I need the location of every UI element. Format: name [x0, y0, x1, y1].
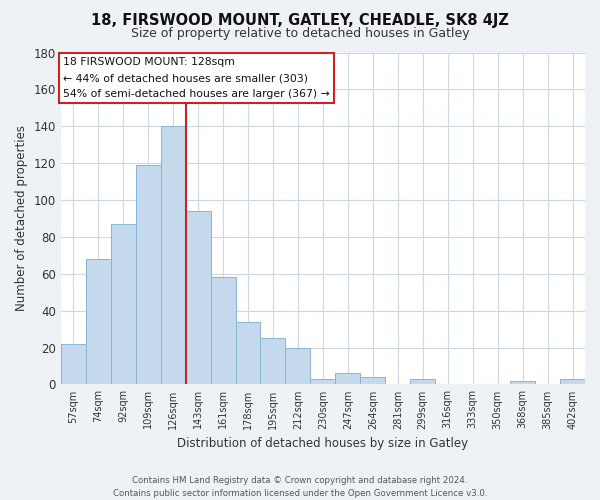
Text: Contains HM Land Registry data © Crown copyright and database right 2024.
Contai: Contains HM Land Registry data © Crown c… — [113, 476, 487, 498]
Bar — [161, 126, 185, 384]
Bar — [560, 379, 585, 384]
Bar — [211, 278, 236, 384]
Bar — [310, 379, 335, 384]
Bar — [111, 224, 136, 384]
Bar — [185, 211, 211, 384]
Bar — [335, 374, 361, 384]
Y-axis label: Number of detached properties: Number of detached properties — [15, 126, 28, 312]
Bar — [236, 322, 260, 384]
Text: 18, FIRSWOOD MOUNT, GATLEY, CHEADLE, SK8 4JZ: 18, FIRSWOOD MOUNT, GATLEY, CHEADLE, SK8… — [91, 12, 509, 28]
Bar — [136, 165, 161, 384]
Bar — [410, 379, 435, 384]
Bar — [260, 338, 286, 384]
Text: 18 FIRSWOOD MOUNT: 128sqm
← 44% of detached houses are smaller (303)
54% of semi: 18 FIRSWOOD MOUNT: 128sqm ← 44% of detac… — [64, 58, 330, 98]
X-axis label: Distribution of detached houses by size in Gatley: Distribution of detached houses by size … — [178, 437, 469, 450]
Bar — [86, 259, 111, 384]
Bar — [61, 344, 86, 385]
Bar — [286, 348, 310, 385]
Bar — [510, 380, 535, 384]
Text: Size of property relative to detached houses in Gatley: Size of property relative to detached ho… — [131, 28, 469, 40]
Bar — [361, 377, 385, 384]
